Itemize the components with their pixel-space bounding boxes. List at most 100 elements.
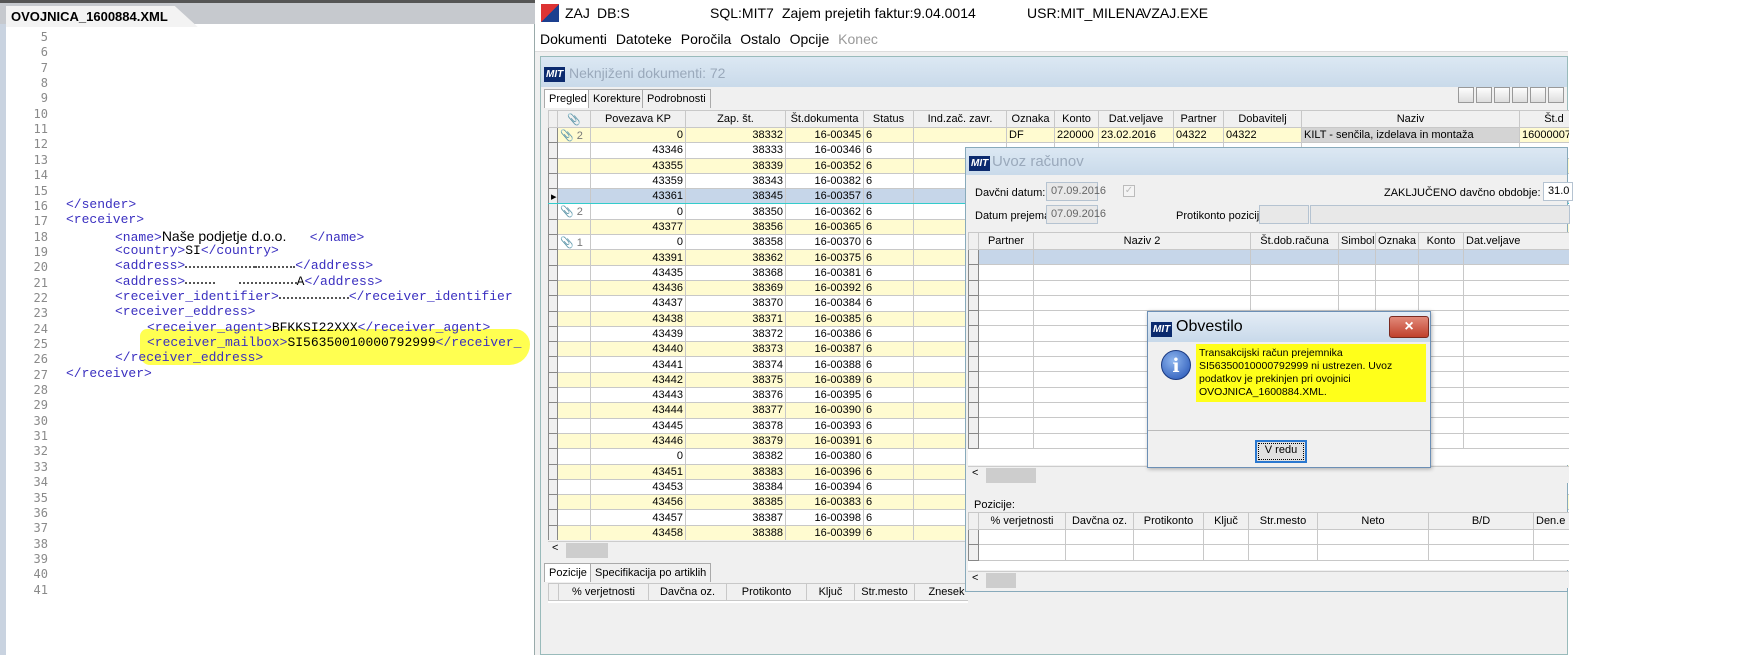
col-str-mesto[interactable]: Str.mesto — [1248, 512, 1318, 530]
povezava-kp-cell: 43355 — [590, 157, 686, 174]
col-den-e[interactable]: Den.e — [1533, 512, 1569, 530]
davcni-datum-checkbox[interactable]: ✓ — [1123, 185, 1135, 197]
folder-icon[interactable] — [1476, 87, 1492, 103]
col-ind-zac-zavr[interactable]: Ind.zač. zavr. — [913, 110, 1007, 128]
col-kljuc[interactable]: Ključ — [1203, 512, 1249, 530]
col-st-dokumenta[interactable]: Št.dokumenta — [785, 110, 864, 128]
col-zap-st[interactable]: Zap. št. — [685, 110, 786, 128]
col-oznaka[interactable]: Oznaka — [1006, 110, 1055, 128]
grid-cell — [978, 264, 1034, 281]
col-oznaka[interactable]: Oznaka — [1375, 232, 1419, 250]
attachment-icon[interactable]: 📎 — [560, 129, 577, 142]
horizontal-scrollbar[interactable]: < — [968, 571, 1569, 588]
dialog-title: Uvoz računov — [992, 153, 1084, 170]
tag: </address> — [304, 274, 383, 289]
tag: <address> — [115, 258, 186, 273]
line-number: 35 — [33, 490, 48, 505]
menu-ostalo[interactable]: Ostalo — [740, 31, 781, 47]
ok-button[interactable]: V redu — [1255, 440, 1307, 463]
col-davcna-oz[interactable]: Davčna oz. — [648, 583, 727, 601]
col-protikonto[interactable]: Protikonto — [1133, 512, 1204, 530]
scroll-left-icon[interactable]: < — [552, 542, 559, 554]
col-dat-veljave[interactable]: Dat.veljave — [1463, 232, 1569, 250]
col-dat-veljave[interactable]: Dat.veljave — [1098, 110, 1174, 128]
horizontal-scrollbar[interactable]: < — [968, 466, 1569, 483]
col-partner[interactable]: Partner — [978, 232, 1034, 250]
protikonto-code-field[interactable] — [1259, 205, 1309, 224]
col-partner[interactable]: Partner — [1173, 110, 1224, 128]
edit-icon[interactable] — [1512, 87, 1528, 103]
tab-podrobnosti[interactable]: Podrobnosti — [642, 89, 711, 108]
scroll-thumb[interactable] — [986, 468, 1036, 483]
table-row[interactable]: 📎 2 0 38332 16-00345 6 DF 220000 23.02.2016 0432… — [548, 126, 1569, 144]
pozicije-label: Pozicije: — [974, 499, 1015, 511]
scroll-left-icon[interactable]: < — [972, 467, 979, 479]
zap-st-cell: 38376 — [685, 387, 786, 404]
col-simbol[interactable]: Simbol — [1338, 232, 1376, 250]
status-cell: 6 — [863, 249, 914, 266]
table-row[interactable] — [968, 248, 1569, 266]
col-st-d[interactable]: Št.d — [1519, 110, 1569, 128]
col-protikonto[interactable]: Protikonto — [726, 583, 807, 601]
editor-tab[interactable]: OVOJNICA_1600884.XML — [6, 6, 198, 27]
attachment-icon[interactable]: 📎 — [560, 206, 577, 219]
col-naziv[interactable]: Naziv — [1301, 110, 1520, 128]
col-konto[interactable]: Konto — [1418, 232, 1464, 250]
menu-porocila[interactable]: Poročila — [680, 31, 732, 47]
refresh-icon[interactable] — [1494, 87, 1510, 103]
horizontal-scrollbar[interactable]: < — [548, 541, 968, 558]
attachment-icon[interactable]: 📎 — [557, 110, 591, 128]
col-verjetnost[interactable]: % verjetnosti — [978, 512, 1066, 530]
menu-dokumenti[interactable]: Dokumenti — [540, 31, 607, 47]
protikonto-name-field[interactable] — [1310, 205, 1570, 224]
close-icon[interactable]: × — [1389, 316, 1429, 338]
scroll-thumb[interactable] — [986, 573, 1016, 588]
col-dobavitelj[interactable]: Dobavitelj — [1223, 110, 1302, 128]
tag: </receiver> — [66, 366, 152, 381]
tab-specifikacija[interactable]: Specifikacija po artiklih — [590, 563, 712, 582]
table-row[interactable] — [968, 294, 1569, 312]
col-st-dob-racuna[interactable]: Št.dob.računa — [1250, 232, 1339, 250]
col-naziv-2[interactable]: Naziv 2 — [1033, 232, 1251, 250]
row-indicator — [548, 387, 558, 404]
tab-pregled[interactable]: Pregled — [544, 89, 592, 108]
tab-pozicije[interactable]: Pozicije — [544, 563, 592, 582]
povezava-kp-cell: 0 — [590, 448, 686, 465]
row-indicator — [548, 356, 558, 373]
povezava-kp-cell: 43458 — [590, 524, 686, 540]
pozicije-grid[interactable]: % verjetnosti Davčna oz. Protikonto Klju… — [968, 512, 1569, 570]
table-row[interactable] — [968, 279, 1569, 296]
row-indicator — [548, 432, 558, 450]
col-davcna-oz[interactable]: Davčna oz. — [1065, 512, 1134, 530]
col-b-d[interactable]: B/D — [1428, 512, 1534, 530]
menu-konec[interactable]: Konec — [838, 31, 878, 47]
menu-datoteke[interactable]: Datoteke — [615, 31, 672, 47]
col-str-mesto[interactable]: Str.mesto — [854, 583, 915, 601]
tool-icon[interactable] — [1548, 87, 1564, 103]
attachment-icon[interactable]: 📎 — [560, 236, 577, 249]
menu-opcije[interactable]: Opcije — [789, 31, 830, 47]
document-icon[interactable] — [1458, 87, 1474, 103]
row-indicator — [548, 463, 558, 480]
col-kljuc[interactable]: Ključ — [806, 583, 855, 601]
col-verjetnost[interactable]: % verjetnosti — [558, 583, 649, 601]
line-number: 10 — [33, 106, 48, 121]
scroll-thumb[interactable] — [566, 543, 608, 558]
zap-st-cell: 38362 — [685, 249, 786, 266]
table-row[interactable] — [968, 264, 1569, 281]
scroll-left-icon[interactable]: < — [972, 572, 979, 584]
col-znesek[interactable]: Znesek — [914, 583, 968, 601]
zap-st-cell: 38358 — [685, 234, 786, 251]
zap-st-cell: 38370 — [685, 295, 786, 312]
tab-korekture[interactable]: Korekture — [588, 89, 646, 108]
davcni-datum-field[interactable]: 07.09.2016 — [1046, 182, 1106, 201]
attachment-cell — [557, 188, 591, 205]
col-status[interactable]: Status — [863, 110, 914, 128]
col-neto[interactable]: Neto — [1317, 512, 1429, 530]
zakljuceno-field[interactable]: 31.0 — [1543, 182, 1573, 201]
import-icon[interactable] — [1530, 87, 1546, 103]
col-konto[interactable]: Konto — [1054, 110, 1099, 128]
datum-prejema-field[interactable]: 07.09.2016 — [1046, 205, 1106, 224]
col-povezava-kp[interactable]: Povezava KP — [590, 110, 686, 128]
tag: <address> — [115, 274, 186, 289]
